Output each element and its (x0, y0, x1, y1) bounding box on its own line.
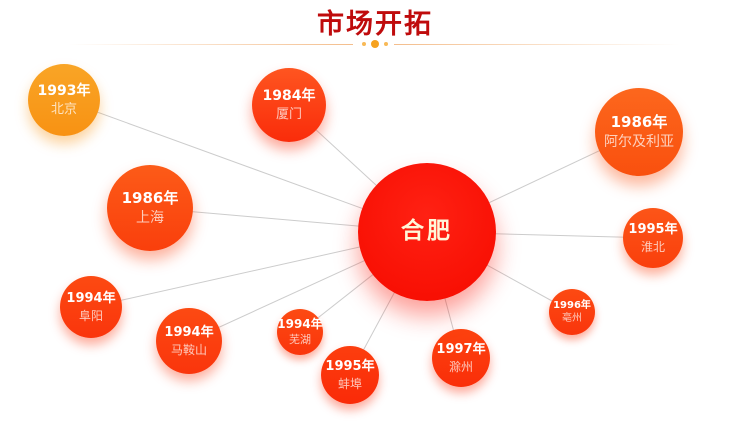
node-city: 马鞍山 (170, 342, 207, 357)
node-maanshan: 1994年 马鞍山 (156, 308, 222, 374)
node-year: 1994年 (164, 325, 214, 341)
node-year: 1996年 (553, 299, 591, 311)
node-algeria: 1986年 阿尔及利亚 (595, 88, 683, 176)
node-beijing: 1993年北京 (28, 64, 100, 136)
node-year: 1993年 (37, 82, 91, 99)
node-bengbu: 1995年 蚌埠 (321, 346, 379, 404)
node-year: 1986年 (121, 189, 179, 208)
node-city: 芜湖 (289, 332, 311, 346)
divider-line-left (68, 44, 353, 45)
node-xiamen: 1984年厦门 (252, 68, 326, 142)
node-city: 亳州 (562, 313, 582, 324)
divider-dot-small (362, 42, 366, 46)
divider-dot-large (371, 40, 379, 48)
node-year: 1995年 (325, 359, 375, 375)
divider-dot-small (384, 42, 388, 46)
divider-line-right (394, 44, 680, 45)
node-huaibei: 1995年 淮北 (623, 208, 683, 268)
node-year: 1986年 (610, 113, 668, 132)
node-city: 滁州 (448, 359, 473, 374)
node-bozhou: 1996年亳州 (549, 289, 595, 335)
node-year: 1994年 (66, 291, 116, 307)
node-year: 1984年 (262, 87, 316, 104)
node-city: 阿尔及利亚 (604, 133, 674, 150)
page-title: 市场开拓 (317, 9, 433, 40)
node-city: 上海 (136, 209, 164, 226)
center-label: 合肥 (401, 218, 453, 245)
node-city: 厦门 (275, 106, 302, 122)
node-city: 蚌埠 (337, 376, 362, 391)
node-city: 北京 (50, 101, 77, 117)
node-year: 1995年 (628, 222, 678, 238)
node-city: 阜阳 (78, 308, 103, 323)
node-fuyang: 1994年 阜阳 (60, 276, 122, 338)
node-wuhu: 1994年 芜湖 (277, 309, 323, 355)
node-year: 1997年 (436, 342, 486, 358)
node-city: 淮北 (640, 239, 665, 254)
node-chuzhou: 1997年 滁州 (432, 329, 490, 387)
node-hefei-center: 合肥 (358, 163, 496, 301)
node-year: 1994年 (277, 317, 323, 332)
node-shanghai: 1986年 上海 (107, 165, 193, 251)
